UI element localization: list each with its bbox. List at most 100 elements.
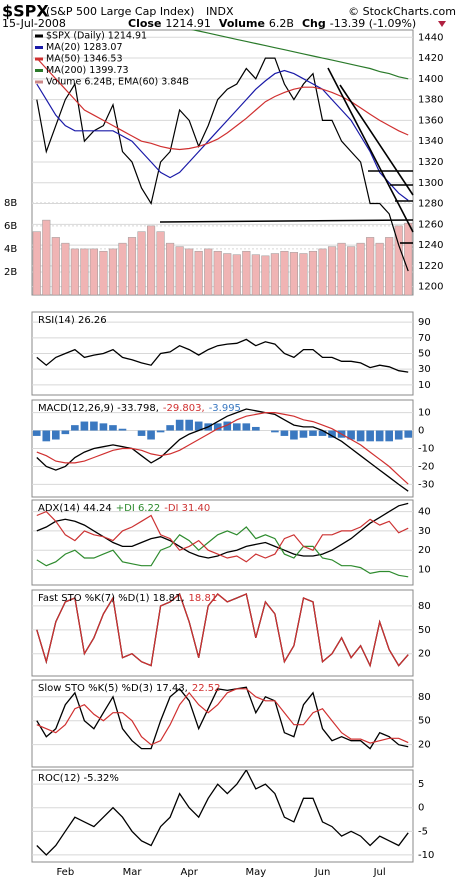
bar — [166, 242, 175, 295]
bar — [366, 430, 374, 442]
bar — [327, 246, 337, 295]
bar — [318, 248, 327, 295]
y-tick-label: 70 — [418, 333, 431, 344]
bar — [366, 237, 375, 295]
legend-label: -3.995 — [209, 403, 241, 414]
bar — [52, 430, 60, 440]
exchange: INDX — [206, 5, 234, 18]
trend-line — [339, 84, 414, 196]
bar — [42, 219, 51, 295]
y-tick-label: 10 — [418, 408, 431, 419]
bar — [147, 225, 156, 295]
series-line — [36, 408, 409, 492]
y2-tick-label: 2B — [4, 267, 17, 278]
bar — [42, 430, 51, 442]
legend-label: 22.52 — [192, 683, 221, 694]
y-tick-label: -5 — [418, 826, 428, 837]
bar — [252, 426, 260, 431]
plot — [32, 592, 413, 668]
bar — [242, 250, 251, 295]
chg: -13.39 (-1.09%) — [330, 17, 416, 30]
y-tick-label: 1420 — [418, 53, 443, 64]
y2-tick-label: 4B — [4, 244, 17, 255]
y-tick-label: 40 — [418, 507, 431, 518]
bar — [261, 255, 270, 295]
bar — [99, 423, 108, 431]
bar — [175, 419, 184, 431]
bar — [385, 237, 394, 295]
bar — [204, 248, 213, 295]
legend-label: Volume 6.24B, EMA(60) 3.84B — [46, 77, 189, 88]
series-line — [36, 686, 409, 750]
bar — [80, 248, 89, 295]
y-tick-label: 1320 — [418, 157, 443, 168]
trend-lines — [159, 67, 414, 244]
y-tick-label: 1220 — [418, 261, 443, 272]
bar — [166, 425, 174, 431]
bar — [127, 237, 137, 295]
legend-label: RSI(14) 26.26 — [38, 315, 107, 326]
y-tick-label: 1280 — [418, 199, 443, 210]
bar — [156, 231, 165, 295]
bar — [356, 430, 365, 442]
bar — [394, 430, 403, 440]
bar — [70, 248, 79, 295]
bar — [71, 425, 79, 431]
bar — [109, 425, 117, 431]
bar — [61, 242, 70, 295]
x-tick-label: Jun — [314, 867, 331, 878]
y2-tick-label: 6B — [4, 221, 17, 232]
x-tick-label: Apr — [181, 867, 199, 878]
series-line — [36, 526, 409, 578]
bar — [289, 252, 298, 295]
y-tick-label: -30 — [418, 479, 434, 490]
legend-label: MA(20) 1283.07 — [46, 42, 123, 53]
bar — [375, 242, 384, 295]
series-line — [191, 30, 409, 80]
x-tick-label: Jul — [373, 867, 386, 878]
bar — [375, 430, 384, 442]
legend-label: MA(200) 1399.73 — [46, 65, 129, 76]
volume: 6.2B — [269, 17, 294, 30]
bar — [280, 430, 289, 436]
panel-frame — [31, 679, 414, 768]
panel-frame — [31, 769, 414, 863]
bar — [194, 250, 203, 295]
legend-label: $SPX (Daily) 1214.91 — [46, 31, 147, 42]
series-line — [36, 688, 409, 746]
legend-label: ROC(12) -5.32% — [38, 773, 119, 784]
series-line — [36, 57, 409, 272]
y-tick-label: 0 — [418, 426, 424, 437]
bar — [32, 231, 41, 295]
plot — [32, 502, 413, 578]
legend-label: 18.81 — [189, 593, 218, 604]
legend-label: Slow STO %K(5) %D(3) 17.43, — [38, 683, 188, 694]
close-label: Close — [128, 17, 161, 30]
y2-tick-label: 8B — [4, 198, 17, 209]
bar — [347, 246, 356, 295]
y-tick-label: 30 — [418, 526, 431, 537]
plot — [32, 30, 413, 295]
series-line — [36, 592, 409, 668]
bar — [89, 248, 98, 295]
y-tick-label: 50 — [418, 716, 431, 727]
bar — [213, 423, 222, 431]
legend-label: ADX(14) 44.24 — [38, 503, 112, 514]
symbol: $SPX — [2, 2, 49, 21]
bar — [308, 250, 318, 295]
legend-label: +DI 6.22 — [116, 503, 160, 514]
plot — [32, 770, 413, 856]
bar — [80, 421, 89, 431]
y-tick-label: 10 — [418, 380, 431, 391]
bar — [309, 430, 317, 436]
bar — [118, 242, 127, 295]
series-line — [36, 502, 409, 559]
bar — [394, 225, 403, 295]
plot — [32, 408, 413, 492]
y-tick-label: 1260 — [418, 219, 443, 230]
source: © StockCharts.com — [348, 5, 456, 18]
down-arrow — [438, 21, 446, 27]
y-tick-label: 5 — [418, 779, 424, 790]
legend-label: -DI 31.40 — [164, 503, 210, 514]
